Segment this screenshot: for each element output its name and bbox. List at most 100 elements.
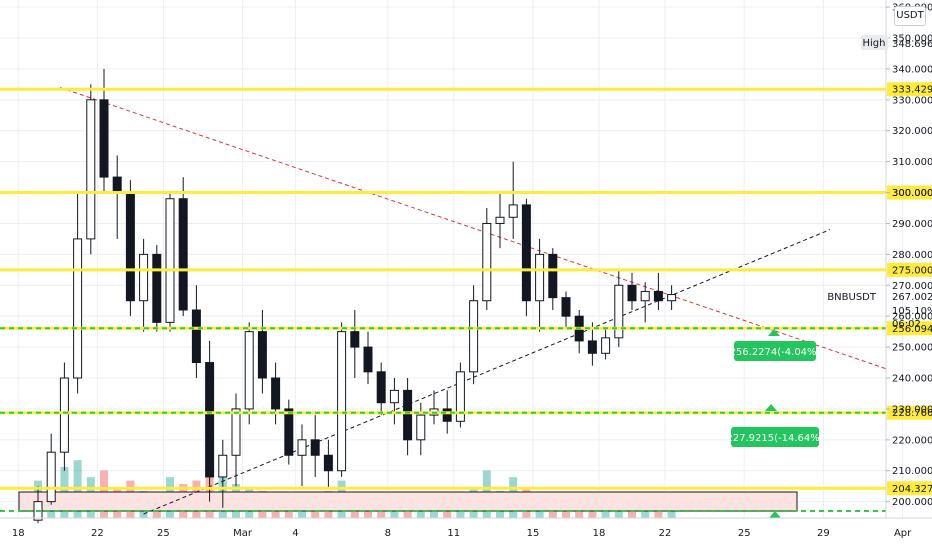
target-arrow bbox=[765, 404, 777, 411]
candle-up bbox=[86, 99, 96, 240]
high-value: 348.6969 bbox=[892, 39, 932, 50]
price-tick-label: 250.0000 bbox=[892, 343, 932, 354]
candle-down bbox=[627, 284, 637, 302]
price-tick-label: 330.0000 bbox=[892, 95, 932, 106]
high-label: High bbox=[863, 38, 886, 49]
candle-up bbox=[59, 377, 69, 453]
currency-unit-button[interactable]: USDT bbox=[894, 6, 926, 26]
candle-up bbox=[667, 294, 677, 302]
time-tick-label: 8 bbox=[385, 528, 391, 539]
price-tick-label: 230.0000 bbox=[892, 404, 932, 415]
price-tick-label: 290.0000 bbox=[892, 219, 932, 230]
candle-up bbox=[231, 408, 241, 456]
candle-down bbox=[178, 198, 188, 311]
candle-up bbox=[244, 331, 254, 410]
price-tick-label: 210.0000 bbox=[892, 466, 932, 477]
time-tick-label: 18 bbox=[12, 528, 25, 539]
price-tick-label: 270.0000 bbox=[892, 281, 932, 292]
price-tick-label: 340.0000 bbox=[892, 64, 932, 75]
candle-down bbox=[653, 290, 663, 302]
time-tick-label: 25 bbox=[738, 528, 751, 539]
level-tag bbox=[887, 262, 932, 277]
candle-up bbox=[469, 300, 479, 373]
support-zone-box bbox=[18, 491, 798, 512]
candle-down bbox=[271, 377, 281, 410]
price-tick-label: 220.0000 bbox=[892, 435, 932, 446]
candle-up bbox=[337, 331, 347, 472]
candle-down bbox=[191, 309, 201, 364]
time-tick-label: 4 bbox=[292, 528, 298, 539]
candles bbox=[33, 68, 677, 524]
candle-down bbox=[587, 340, 597, 354]
time-tick-label: 22 bbox=[659, 528, 672, 539]
price-tick-label: 200.0000 bbox=[892, 497, 932, 508]
target-badge bbox=[731, 427, 819, 447]
target-arrow bbox=[768, 329, 780, 336]
target-badge-label: 227.9215(-14.64%) bbox=[726, 433, 823, 444]
candle-down bbox=[548, 253, 558, 299]
target-labels: 256.2274(-4.04%) 227.9215(-14.64%) bbox=[726, 329, 824, 518]
candle-down bbox=[99, 99, 109, 178]
level-tag bbox=[887, 82, 932, 97]
candle-up bbox=[165, 198, 175, 323]
candle-down bbox=[152, 253, 162, 323]
price-tick-label: 280.0000 bbox=[892, 250, 932, 261]
symbol-label: BNBUSDT bbox=[827, 292, 877, 303]
level-tag bbox=[887, 405, 932, 420]
time-tick-label: 18 bbox=[593, 528, 606, 539]
candle-up bbox=[389, 389, 399, 404]
price-tick-label: 300.0000 bbox=[892, 188, 932, 199]
volume-bar bbox=[641, 507, 650, 518]
candle-up bbox=[482, 222, 492, 302]
candle-down bbox=[112, 176, 122, 194]
time-tick-label: 25 bbox=[157, 528, 170, 539]
candle-down bbox=[403, 389, 413, 441]
trend-lines[interactable] bbox=[59, 86, 887, 515]
bar-countdown: 06:02 bbox=[892, 319, 921, 330]
candle-up bbox=[416, 414, 426, 441]
time-tick-label: Mar bbox=[233, 528, 253, 539]
time-tick-label: 15 bbox=[527, 528, 540, 539]
level-tag-label: 300.0000 bbox=[892, 188, 932, 199]
candle-up bbox=[297, 439, 307, 456]
candle-up bbox=[455, 371, 465, 422]
last-percent-value: 105.10% bbox=[892, 306, 932, 317]
volume-bar bbox=[667, 507, 676, 518]
price-tick-label: 350.0000 bbox=[892, 34, 932, 45]
level-tag bbox=[887, 321, 932, 336]
time-tick-label: 11 bbox=[447, 528, 460, 539]
level-tag-label: 204.3270 bbox=[892, 484, 932, 495]
candle-up bbox=[614, 284, 624, 339]
candle-up bbox=[73, 238, 83, 379]
price-tick-label: 310.0000 bbox=[892, 157, 932, 168]
high-marker: High 348.6969 bbox=[861, 35, 932, 50]
candle-down bbox=[257, 331, 267, 379]
candle-up bbox=[46, 451, 56, 503]
time-tick-label: 29 bbox=[817, 528, 830, 539]
time-axis[interactable]: 18 22 25 Mar 4 8 11 15 18 22 25 29 Apr bbox=[0, 517, 932, 539]
candle-down bbox=[284, 408, 294, 456]
candle-down bbox=[350, 331, 360, 348]
price-tick-label: 240.0000 bbox=[892, 374, 932, 385]
resistance-trendline bbox=[59, 86, 887, 370]
target-arrow bbox=[769, 511, 781, 518]
candle-up bbox=[508, 204, 518, 218]
candle-down bbox=[363, 346, 373, 373]
target-badge-label: 256.2274(-4.04%) bbox=[730, 347, 821, 358]
candle-down bbox=[205, 362, 215, 478]
level-tag-label: 275.0000 bbox=[892, 265, 932, 276]
candle-up bbox=[495, 216, 505, 224]
candle-down bbox=[561, 297, 571, 317]
level-tag-label: 333.4290 bbox=[892, 85, 932, 96]
level-tag bbox=[887, 481, 932, 496]
candle-down bbox=[310, 439, 320, 456]
target-badge bbox=[734, 341, 816, 361]
support-zone bbox=[18, 491, 798, 512]
level-tag bbox=[887, 185, 932, 200]
price-tick-label: 260.0000 bbox=[892, 312, 932, 323]
candle-up bbox=[640, 290, 650, 302]
time-tick-label: 22 bbox=[91, 528, 104, 539]
